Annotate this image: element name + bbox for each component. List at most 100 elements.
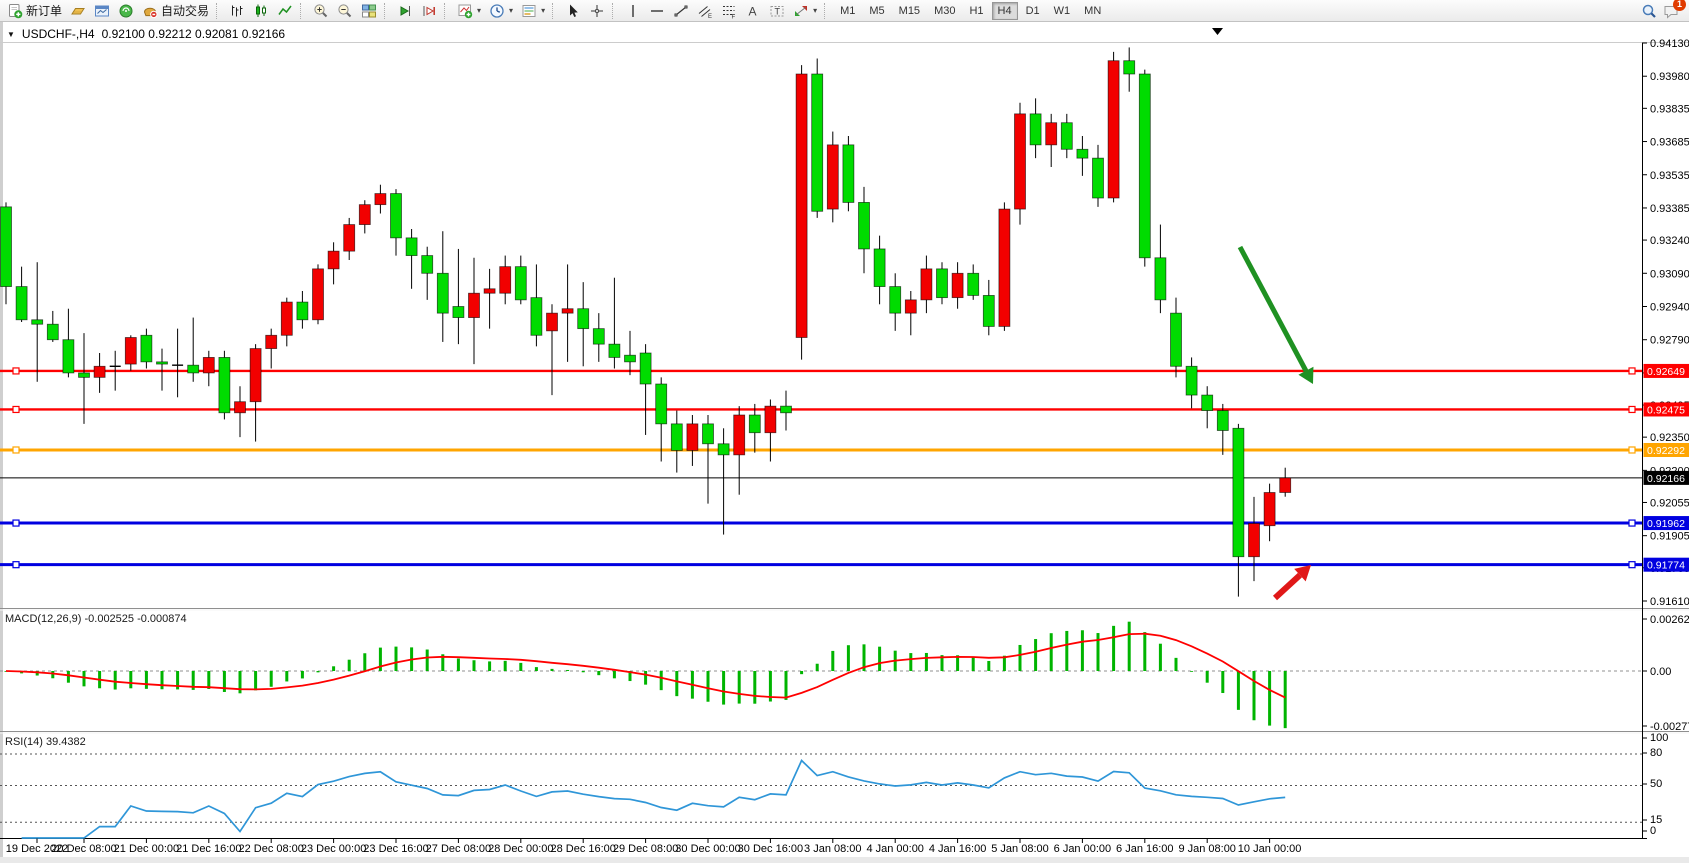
dropdown-caret-icon[interactable]: ▾ [541,6,546,15]
svg-text:28 Dec 00:00: 28 Dec 00:00 [488,843,553,855]
svg-text:0.92940: 0.92940 [1650,302,1689,314]
svg-text:-0.00277: -0.00277 [1650,721,1689,733]
candle [1263,483,1276,542]
candle [826,131,839,223]
text-label-icon: T [770,5,784,16]
periods-button[interactable]: ▾ [485,0,517,22]
window-button[interactable] [90,0,114,22]
channel-button[interactable]: E [693,0,717,22]
timeframe-mn-button[interactable]: MN [1078,2,1107,20]
candle [1185,357,1198,409]
chart-wizard-icon [71,7,85,14]
horizontal-line-button[interactable] [645,0,669,22]
svg-text:28 Dec 16:00: 28 Dec 16:00 [550,843,615,855]
candle [109,350,121,391]
chart-shift-marker[interactable] [1212,28,1223,35]
timeframe-m30-button[interactable]: M30 [928,2,961,20]
timeframe-m1-button[interactable]: M1 [834,2,861,20]
macd-signal-line [5,632,1286,699]
auto-scroll-button[interactable] [393,0,417,22]
svg-text:0.91905: 0.91905 [1650,531,1689,543]
zoom-out-button[interactable] [333,0,357,22]
chart-wizard-button[interactable] [66,0,90,22]
vertical-line-button[interactable] [621,0,645,22]
text-label-button[interactable]: T [765,0,789,22]
svg-text:21 Dec 16:00: 21 Dec 16:00 [176,843,241,855]
trendline-button[interactable] [669,0,693,22]
svg-text:19 Dec 2022: 19 Dec 2022 [6,843,68,855]
candle [889,273,902,331]
timeframe-m15-button[interactable]: M15 [893,2,926,20]
market-watch-button[interactable] [114,0,138,22]
search-button[interactable] [1641,3,1657,19]
candle [1076,136,1089,176]
main-toolbar: 新订单 自动交易 ▾ ▾ ▾ E F A T ▾ M1 M5 M15 M30 H1 H4 D1 W1 MN 1 [0,0,1689,22]
timeframe-h4-button[interactable]: H4 [991,1,1018,20]
green-down-arrow[interactable] [1237,245,1314,384]
svg-text:22 Dec 08:00: 22 Dec 08:00 [238,843,303,855]
candle [1123,47,1136,92]
line-chart-icon [278,5,292,15]
candle [811,58,824,218]
new-order-button[interactable]: 新订单 [3,0,66,22]
crosshair-button[interactable] [585,0,609,22]
candle [1279,467,1292,497]
candle [1014,102,1026,225]
market-watch-icon [119,4,133,17]
svg-text:15: 15 [1650,814,1662,826]
horizontal-level-lines[interactable] [0,367,1642,569]
horizontal-line-icon [651,9,664,12]
autotrading-button[interactable]: 自动交易 [138,0,213,22]
candle [764,399,777,462]
candle [358,200,371,234]
svg-text:0.93535: 0.93535 [1650,170,1689,182]
candle [202,350,215,387]
candlestick-button[interactable] [249,0,273,22]
candle [795,65,808,360]
candle [702,415,714,504]
candle [436,231,449,342]
candle [1107,51,1120,203]
svg-text:6 Jan 16:00: 6 Jan 16:00 [1116,843,1174,855]
rsi-levels [0,753,1642,823]
timeframe-m5-button[interactable]: M5 [863,2,890,20]
candle [124,335,137,371]
line-chart-button[interactable] [273,0,297,22]
rsi-value: 39.4382 [45,736,86,748]
dropdown-caret-icon[interactable]: ▾ [813,6,818,15]
timeframe-h1-button[interactable]: H1 [963,2,989,20]
toolbar-separator [552,2,557,19]
rsi-name: RSI(14) [5,736,43,748]
shapes-icon [795,5,808,16]
timeframe-w1-button[interactable]: W1 [1048,2,1077,20]
notifications-button[interactable]: 1 [1663,0,1686,19]
candle [608,277,621,369]
red-up-arrow[interactable] [1272,565,1311,601]
candle [546,304,558,396]
chart-collapse-icon[interactable]: ▼ [7,29,15,39]
zoom-in-icon [314,3,328,17]
toolbar-separator [444,2,449,19]
shapes-button[interactable]: ▾ [789,0,821,22]
dropdown-caret-icon[interactable]: ▾ [477,6,482,15]
bar-chart-button[interactable] [225,0,249,22]
timeframe-d1-button[interactable]: D1 [1020,2,1046,20]
fibonacci-button[interactable]: F [717,0,741,22]
auto-scroll-icon [400,5,411,16]
rsi-label: RSI(14) 39.4382 [5,736,86,748]
candle [733,406,746,495]
svg-text:20 Dec 08:00: 20 Dec 08:00 [51,843,116,855]
svg-text:0.92292: 0.92292 [1647,445,1685,457]
candle [218,350,231,420]
indicators-button[interactable]: ▾ [453,0,485,22]
tile-windows-button[interactable] [357,0,381,22]
templates-button[interactable]: ▾ [517,0,549,22]
dropdown-caret-icon[interactable]: ▾ [509,6,514,15]
chart-canvas[interactable]: 0.94130 0.93980 0.93835 0.93685 0.93535 0.933… [0,22,1689,863]
macd-values: -0.002525 -0.000874 [84,613,187,625]
text-button[interactable]: A [741,0,765,22]
zoom-in-button[interactable] [309,0,333,22]
cursor-button[interactable] [561,0,585,22]
chart-shift-button[interactable] [417,0,441,22]
